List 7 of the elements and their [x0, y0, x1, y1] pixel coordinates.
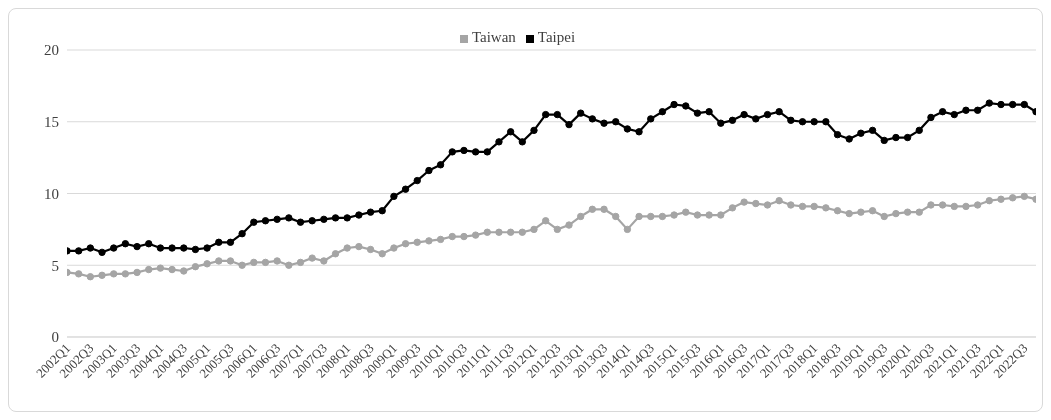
y-tick-label: 10 [44, 185, 59, 202]
y-tick-label: 15 [44, 114, 59, 131]
legend-label: Taiwan [471, 29, 516, 45]
y-tick-label: 5 [51, 257, 59, 274]
legend-label: Taipei [537, 29, 576, 45]
y-tick-label: 0 [51, 329, 59, 346]
y-tick-label: 20 [44, 42, 59, 59]
